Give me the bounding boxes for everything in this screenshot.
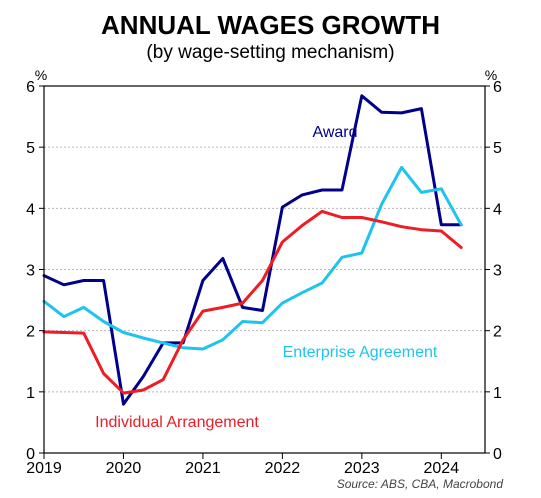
y-tick-label-right: 0 [493, 446, 502, 463]
plot-frame [43, 85, 486, 454]
chart-title: ANNUAL WAGES GROWTH [101, 10, 440, 40]
series-line-individual-arrangement [42, 209, 463, 395]
y-tick-label-left: 6 [26, 79, 35, 96]
y-axis-label-right: % [485, 67, 497, 83]
y-tick-label-right: 3 [493, 263, 502, 280]
x-tick-label: 2021 [185, 460, 221, 477]
x-tick-label: 2023 [344, 460, 380, 477]
y-tick-label-left: 2 [26, 324, 35, 341]
y-axis-label-left: % [35, 67, 47, 83]
x-tick-label: 2022 [265, 460, 301, 477]
y-tick-label-right: 4 [493, 201, 502, 218]
y-tick-label-right: 2 [493, 324, 502, 341]
y-tick-label-right: 6 [493, 79, 502, 96]
y-tick-label-right: 5 [493, 140, 502, 157]
x-tick-label: 2024 [424, 460, 460, 477]
y-tick-label-left: 0 [26, 446, 35, 463]
series-lines [42, 94, 463, 406]
source-note: Source: ABS, CBA, Macrobond [336, 477, 503, 491]
x-tick-label: 2020 [106, 460, 142, 477]
y-tick-label-left: 3 [26, 263, 35, 280]
series-line-award [42, 94, 463, 406]
series-label: Enterprise Agreement [283, 344, 438, 361]
series-line-enterprise-agreement [42, 165, 463, 351]
y-tick-label-left: 5 [26, 140, 35, 157]
series-label: Award [312, 124, 357, 141]
y-tick-label-left: 1 [26, 385, 35, 402]
y-tick-label-left: 4 [26, 201, 35, 218]
chart-subtitle: (by wage-setting mechanism) [146, 42, 395, 63]
tick-labels: 0 0 1 1 2 2 3 3 4 4 5 5 6 6 2019 2020 2021 2022 2023 2024 [26, 79, 502, 477]
axes [39, 85, 490, 459]
x-tick-label: 2019 [26, 460, 62, 477]
y-tick-label-right: 1 [493, 385, 502, 402]
annotations: Award Enterprise Agreement Individual Arra… [95, 124, 438, 431]
series-label: Individual Arrangement [95, 414, 259, 431]
